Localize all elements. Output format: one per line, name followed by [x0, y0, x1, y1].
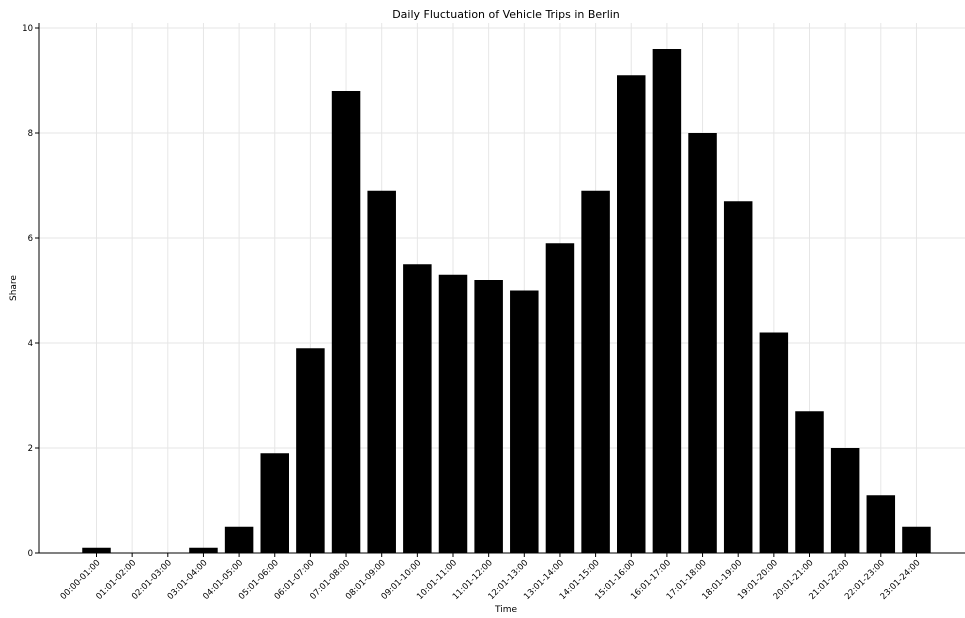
bar-14:01-15:00 [581, 190, 610, 553]
bar-13:01-14:00 [545, 243, 575, 553]
bar-04:01-05:00 [224, 526, 254, 553]
x-ticks: 00:00-01:0001:01-02:0002:01-03:0003:01-0… [59, 553, 923, 602]
axes [38, 23, 965, 554]
bar-09:01-10:00 [403, 264, 432, 553]
bar-18:01-19:00 [723, 201, 753, 553]
bar-15:01-16:00 [617, 75, 646, 553]
bar-16:01-17:00 [652, 49, 682, 553]
bar-11:01-12:00 [474, 280, 503, 553]
bar-00:00-01:00 [82, 547, 111, 553]
y-tick-label: 8 [28, 129, 33, 139]
bar-03:01-04:00 [189, 547, 218, 553]
y-axis-label: Share [9, 275, 19, 301]
y-ticks: 0 2 4 6 8 10 [22, 24, 39, 559]
bar-05:01-06:00 [260, 453, 289, 553]
y-tick-label: 0 [28, 549, 33, 559]
bar-22:01-23:00 [866, 495, 896, 553]
bar-06:01-07:00 [296, 348, 325, 553]
x-axis-label: Time [494, 605, 517, 614]
y-tick-label: 2 [28, 444, 33, 454]
bar-12:01-13:00 [510, 290, 539, 553]
y-tick-label: 4 [28, 339, 33, 349]
chart-title: Daily Fluctuation of Vehicle Trips in Be… [392, 8, 620, 21]
bar-21:01-22:00 [830, 448, 860, 553]
y-tick-label: 10 [22, 24, 33, 34]
y-tick-label: 6 [28, 234, 33, 244]
bar-07:01-08:00 [331, 91, 361, 553]
bar-17:01-18:00 [688, 133, 717, 553]
bar-10:01-11:00 [438, 274, 468, 553]
bar-20:01-21:00 [795, 411, 824, 553]
bar-series [82, 49, 931, 553]
bar-08:01-09:00 [367, 190, 396, 553]
bar-23:01-24:00 [902, 526, 931, 553]
bar-19:01-20:00 [759, 332, 789, 553]
